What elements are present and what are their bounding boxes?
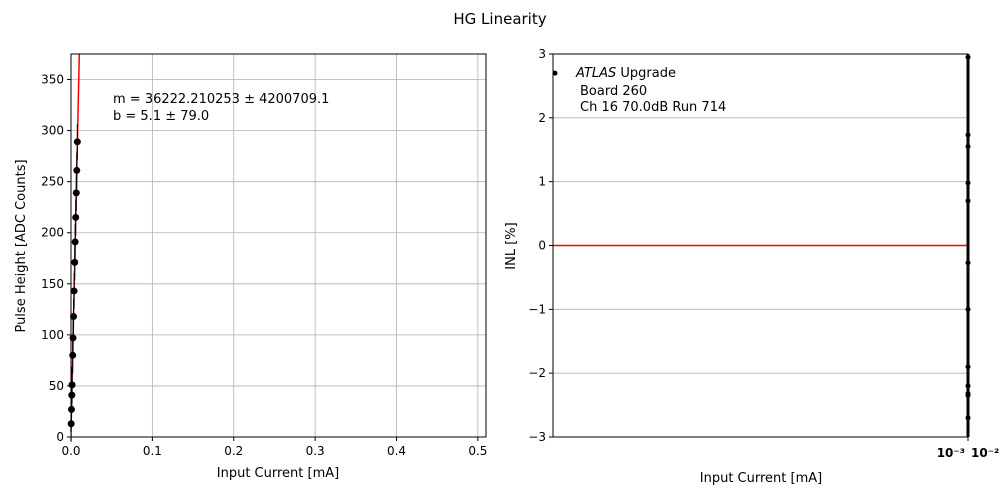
data-point — [73, 138, 81, 146]
x-tick-label: 0.1 — [143, 444, 162, 458]
fit-annotation-slope: m = 36222.210253 ± 4200709.1 — [113, 92, 329, 107]
atlas-label-upgrade: Upgrade — [616, 66, 676, 81]
data-point — [71, 258, 79, 266]
y-tick-label: −2 — [528, 366, 546, 380]
board-label: Board 260 — [580, 84, 647, 99]
y-tick-label: 150 — [41, 277, 64, 291]
axes-frame — [70, 53, 487, 438]
channel-run-label: Ch 16 70.0dB Run 714 — [580, 100, 726, 115]
y-tick-label: 2 — [538, 111, 546, 125]
y-tick-label: 1 — [538, 175, 546, 189]
y-tick-label: 250 — [41, 175, 64, 189]
data-point — [73, 166, 81, 174]
atlas-label: ATLAS Upgrade — [575, 66, 676, 81]
linearity-plot: 0.0 0.1 0.2 0.3 0.4 0.5 0 50 100 150 200 250 300 350 m… — [14, 53, 487, 481]
data-point — [68, 381, 76, 389]
y-tick-label: 0 — [538, 239, 546, 253]
y-tick-label: −3 — [528, 430, 546, 444]
y-axis-label: Pulse Height [ADC Counts] — [14, 159, 29, 332]
x-tick-label-1e-3: 10⁻³ — [937, 446, 965, 460]
x-tick-label: 0.3 — [306, 444, 325, 458]
x-tick-label: 0.2 — [224, 444, 243, 458]
x-tick-label: 0.5 — [468, 444, 487, 458]
x-tick-label-1e-2: 10⁻² — [971, 446, 999, 460]
x-tick-label: 0.0 — [61, 444, 80, 458]
data-point — [70, 287, 78, 295]
y-tick-label: 350 — [41, 73, 64, 87]
x-axis-label: Input Current [mA] — [700, 471, 822, 486]
data-point — [70, 312, 78, 320]
y-tick-label: 200 — [41, 226, 64, 240]
data-point — [71, 238, 79, 246]
data-point — [72, 189, 80, 197]
data-point — [72, 213, 80, 221]
x-tick-label: 0.4 — [387, 444, 406, 458]
x-axis-label: Input Current [mA] — [217, 466, 339, 481]
atlas-label-italic: ATLAS — [575, 66, 616, 81]
y-tick-label: 0 — [56, 430, 64, 444]
fit-annotation-intercept: b = 5.1 ± 79.0 — [113, 109, 209, 124]
data-point — [552, 70, 558, 76]
y-tick-label: 300 — [41, 124, 64, 138]
axes-frame — [552, 53, 969, 438]
y-tick-label: −1 — [528, 302, 546, 316]
inl-plot: −3 −2 −1 0 1 2 3 10⁻³ 10⁻² ATLAS Upgrade Board 260… — [504, 47, 999, 486]
y-tick-label: 3 — [538, 47, 546, 61]
figure-title: HG Linearity — [453, 10, 546, 28]
y-tick-label: 100 — [41, 328, 64, 342]
y-axis-label: INL [%] — [504, 222, 519, 269]
y-tick-label: 50 — [49, 379, 64, 393]
